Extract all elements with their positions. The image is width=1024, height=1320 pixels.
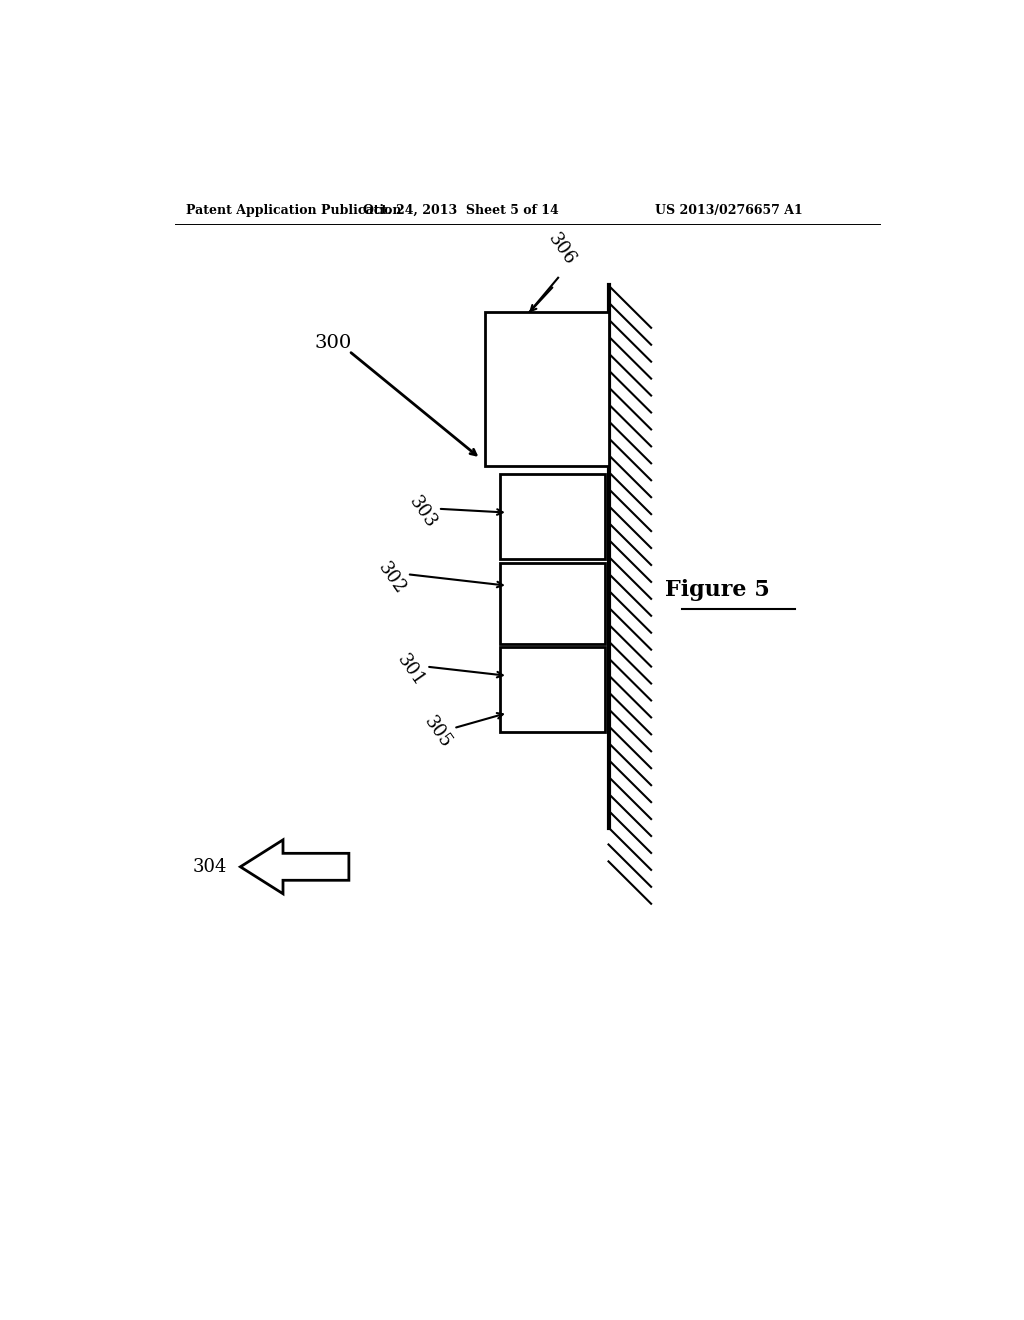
Text: Patent Application Publication: Patent Application Publication [186,205,401,218]
Text: 304: 304 [193,858,226,875]
Text: Figure 5: Figure 5 [665,578,769,601]
Text: 306: 306 [545,230,580,268]
Bar [484,313,608,466]
Bar [500,647,604,733]
Text: 305: 305 [421,713,456,751]
Text: 303: 303 [406,494,439,532]
Text: 301: 301 [393,651,428,690]
Text: 302: 302 [374,558,409,597]
Text: US 2013/0276657 A1: US 2013/0276657 A1 [655,205,803,218]
Text: Oct. 24, 2013  Sheet 5 of 14: Oct. 24, 2013 Sheet 5 of 14 [364,205,559,218]
Bar [500,474,604,558]
Bar [500,562,604,644]
Text: 300: 300 [314,334,352,352]
Polygon shape [241,840,349,894]
